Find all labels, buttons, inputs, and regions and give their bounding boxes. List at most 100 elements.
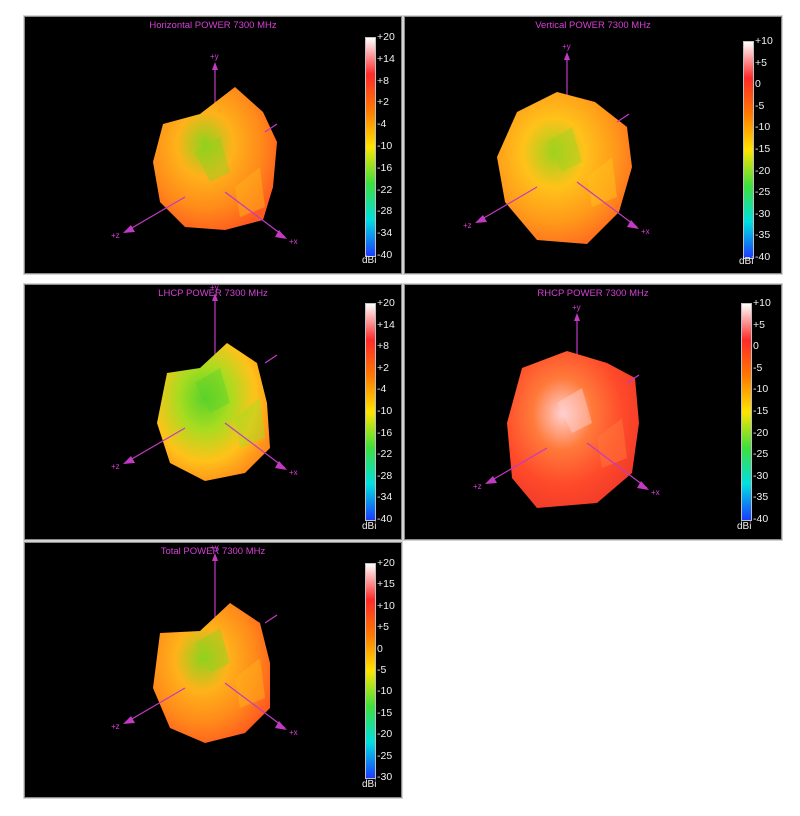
pattern-facet: [195, 368, 230, 413]
y-axis-arrow-icon: [212, 293, 218, 301]
y-axis-label: +y: [210, 52, 219, 61]
x-axis-label: +x: [651, 488, 660, 497]
colorbar-tick-label: +10: [755, 35, 773, 47]
colorbar-tick-label: -10: [377, 140, 393, 152]
colorbar-tick-label: -15: [377, 706, 393, 719]
pattern-plot-total[interactable]: +y +x +z: [25, 543, 401, 797]
pattern-plot-rhcp[interactable]: +y +x +z: [405, 285, 781, 539]
colorbar-tick-label: -10: [753, 383, 769, 396]
radiation-pattern-surface: [497, 92, 632, 244]
colorbar-tick-label: -25: [755, 186, 771, 199]
pattern-facet: [195, 137, 230, 182]
axis-stub: [626, 374, 640, 384]
colorbar-tick-label: -5: [755, 99, 765, 112]
panel-title: Horizontal POWER 7300 MHz: [149, 20, 277, 31]
x-axis-line: [224, 191, 286, 238]
x-axis-arrow-icon: [637, 481, 649, 490]
colorbar-tick-label: 0: [377, 642, 383, 655]
panel-horizontal: +y +x +z Horizontal POWER 7300 MHz +20 +14 +…: [24, 16, 402, 274]
z-axis-arrow-icon: [123, 456, 135, 464]
pattern-plot-horizontal[interactable]: +y +x +z: [25, 17, 401, 273]
unit-label: dBi: [362, 255, 377, 266]
colorbar-tick-label: -30: [753, 469, 769, 482]
colorbar-tick-label: +5: [377, 621, 389, 634]
colorbar-tick-label: 0: [753, 340, 759, 353]
y-axis-arrow-icon: [212, 553, 218, 561]
colorbar-tick-label: -16: [377, 161, 393, 174]
x-axis-label: +x: [289, 237, 298, 246]
z-axis-label: +z: [111, 231, 120, 240]
panel-lhcp: +y +x +z LHCP POWER 7300 MHz +20 +14 +8 +2 -4 -…: [24, 284, 402, 540]
colorbar-tick-label: +10: [377, 599, 395, 612]
z-axis-label: +z: [463, 221, 472, 230]
colorbar-tick-label: +20: [377, 297, 395, 309]
colorbar-tick-label: -40: [377, 249, 393, 261]
unit-label: dBi: [362, 779, 377, 790]
radiation-pattern-surface: [507, 351, 639, 508]
colorbar-tick-label: +14: [377, 318, 395, 331]
y-axis-arrow-icon: [212, 62, 218, 70]
pattern-plot-vertical[interactable]: +y +x +z: [405, 17, 781, 273]
z-axis-line: [124, 427, 186, 464]
pattern-plot-lhcp[interactable]: +y +x +z: [25, 285, 401, 539]
colorbar-tick-label: +20: [377, 557, 395, 569]
colorbar-tick-label: -40: [753, 513, 769, 525]
colorbar-tick-label: -35: [755, 229, 771, 242]
panel-title: Vertical POWER 7300 MHz: [535, 20, 651, 31]
unit-label: dBi: [737, 521, 752, 532]
y-axis-label: +y: [572, 303, 581, 312]
colorbar-tick-label: -5: [377, 664, 387, 676]
colorbar-tick-label: -25: [377, 749, 393, 762]
colorbar-tick-label: +10: [753, 297, 771, 309]
colorbar: [741, 303, 752, 521]
z-axis-line: [476, 186, 538, 223]
x-axis-line: [586, 442, 648, 489]
z-axis-arrow-icon: [123, 716, 135, 724]
pattern-facet: [557, 388, 592, 433]
colorbar-tick-label: -22: [377, 183, 393, 196]
z-axis-label: +z: [473, 482, 482, 491]
panel-total: +y +x +z Total POWER 7300 MHz +20 +15 +10 +5 0…: [24, 542, 402, 798]
colorbar-tick-label: +2: [377, 361, 389, 374]
colorbar-tick-label: -22: [377, 448, 393, 461]
colorbar-tick-label: +5: [753, 318, 765, 331]
z-axis-label: +z: [111, 462, 120, 471]
colorbar-tick-label: +2: [377, 96, 389, 109]
colorbar-tick-label: -20: [377, 728, 393, 741]
x-axis-arrow-icon: [627, 220, 639, 229]
colorbar-tick-label: -25: [753, 448, 769, 461]
x-axis-arrow-icon: [275, 461, 287, 470]
axis-stub: [264, 354, 278, 364]
y-axis-label: +y: [210, 285, 219, 292]
y-axis-label: +y: [562, 42, 571, 51]
z-axis-line: [486, 447, 548, 484]
panel-title: RHCP POWER 7300 MHz: [537, 288, 649, 299]
colorbar: [365, 303, 376, 521]
panel-title: Total POWER 7300 MHz: [160, 546, 266, 557]
pattern-facet: [547, 127, 582, 172]
x-axis-arrow-icon: [275, 721, 287, 730]
x-axis-label: +x: [641, 227, 650, 236]
colorbar: [743, 41, 754, 259]
colorbar-tick-label: -20: [753, 426, 769, 439]
colorbar-tick-label: 0: [755, 78, 761, 91]
colorbar-tick-label: -28: [377, 205, 393, 218]
colorbar-tick-label: -10: [377, 685, 393, 698]
colorbar-tick-label: +5: [755, 56, 767, 69]
radiation-pattern-surface: [153, 603, 270, 743]
panel-vertical: +y +x +z Vertical POWER 7300 MHz +10 +5 0 -5 -…: [404, 16, 782, 274]
colorbar-tick-label: -40: [755, 251, 771, 263]
z-axis-arrow-icon: [485, 476, 497, 484]
colorbar-tick-label: +20: [377, 31, 395, 43]
x-axis-line: [576, 181, 638, 228]
z-axis-arrow-icon: [475, 215, 487, 223]
y-axis-arrow-icon: [564, 52, 570, 60]
colorbar-tick-label: -34: [377, 227, 393, 240]
colorbar-tick-label: -10: [377, 405, 393, 417]
z-axis-line: [124, 687, 186, 724]
colorbar-tick-label: -30: [755, 207, 771, 220]
panel-rhcp: +y +x +z RHCP POWER 7300 MHz +10 +5 0 -5 -10 -1…: [404, 284, 782, 540]
colorbar-tick-label: -15: [755, 143, 771, 155]
colorbar-tick-label: -30: [377, 771, 393, 783]
colorbar-tick-label: -28: [377, 469, 393, 482]
